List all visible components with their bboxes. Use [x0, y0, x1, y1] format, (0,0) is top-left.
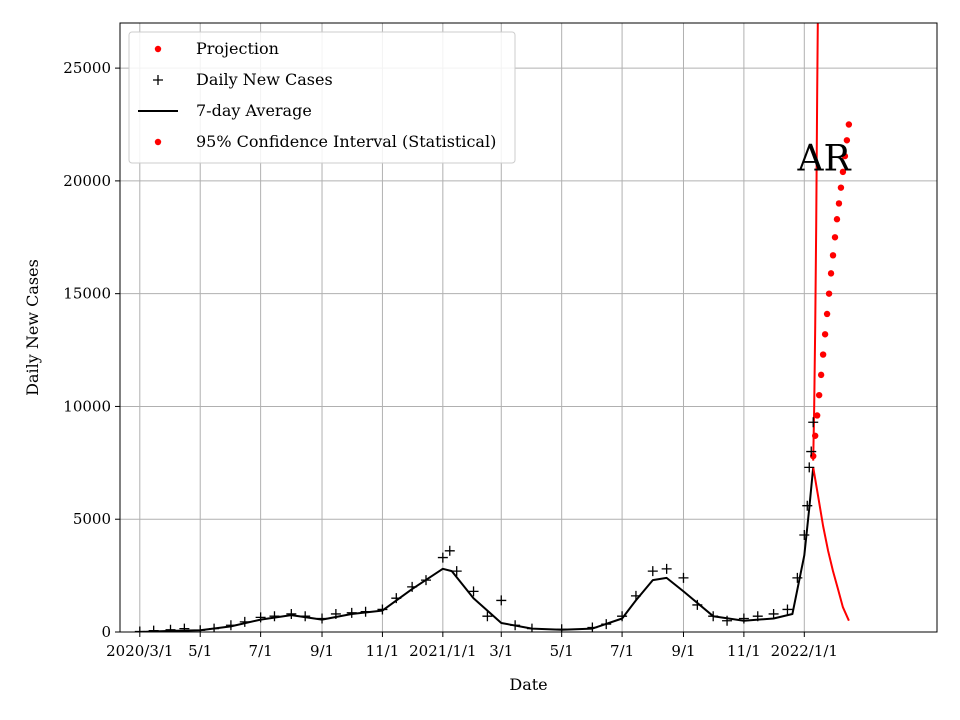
- daily-cases-point: [792, 572, 803, 583]
- x-tick-label: 2021/1/1: [409, 642, 476, 660]
- daily-cases-point: [360, 606, 371, 617]
- x-tick-label: 3/1: [489, 642, 513, 660]
- daily-cases-point: [601, 619, 612, 630]
- daily-cases-point: [407, 581, 418, 592]
- projection-point: [821, 331, 829, 338]
- projection-point: [825, 290, 833, 297]
- daily-cases-point: [444, 545, 455, 556]
- x-tick-label: 7/1: [249, 642, 273, 660]
- daily-cases-point: [692, 599, 703, 610]
- projection-point: [843, 137, 851, 144]
- x-tick-label: 9/1: [671, 642, 695, 660]
- projection-point: [813, 412, 821, 419]
- daily-cases-point: [451, 566, 462, 577]
- x-tick-label: 2020/3/1: [106, 642, 173, 660]
- projection-point: [831, 234, 839, 241]
- projection-point: [829, 252, 837, 259]
- daily-cases-point: [556, 624, 567, 632]
- daily-cases-point: [768, 608, 779, 619]
- projection-point: [827, 270, 835, 277]
- legend-label: 95% Confidence Interval (Statistical): [196, 132, 496, 151]
- legend-marker-point: [154, 45, 162, 53]
- legend-label: Daily New Cases: [196, 70, 333, 89]
- x-axis-label: Date: [509, 675, 547, 694]
- daily-cases-point: [808, 417, 819, 428]
- x-tick-label: 11/1: [727, 642, 761, 660]
- daily-cases-point: [722, 615, 733, 626]
- projection-point: [837, 184, 845, 191]
- daily-cases-point: [678, 572, 689, 583]
- legend-label: 7-day Average: [196, 101, 312, 120]
- projection-point: [819, 351, 827, 358]
- y-axis-label: Daily New Cases: [23, 259, 42, 396]
- x-tick-label: 7/1: [610, 642, 634, 660]
- x-tick-label: 9/1: [310, 642, 334, 660]
- daily-cases-point: [225, 620, 236, 631]
- daily-cases-point: [391, 593, 402, 604]
- projection-point: [835, 200, 843, 207]
- daily-cases-point: [255, 612, 266, 623]
- legend-label: Projection: [196, 39, 279, 58]
- daily-cases-point: [239, 616, 250, 627]
- daily-cases-point: [195, 625, 206, 632]
- daily-cases-point: [421, 575, 432, 586]
- legend: Projection Daily New Cases 7-day Average 95…: [128, 31, 516, 164]
- legend-marker-point: [154, 138, 162, 146]
- daily-cases-point: [587, 622, 598, 632]
- annotation-label: AR: [797, 138, 852, 179]
- daily-cases-point: [269, 611, 280, 622]
- daily-cases-point: [148, 625, 159, 632]
- daily-cases-point: [482, 611, 493, 622]
- daily-cases-point: [782, 604, 793, 615]
- projection-point: [817, 371, 825, 379]
- series-line: [812, 467, 850, 622]
- daily-cases-point: [617, 611, 628, 622]
- projection-point: [811, 432, 819, 439]
- daily-cases-point: [437, 552, 448, 563]
- projection-point: [839, 168, 847, 176]
- daily-cases-point: [330, 608, 341, 619]
- plot-frame: [119, 22, 938, 633]
- daily-cases-point: [647, 566, 658, 577]
- daily-cases-point: [317, 613, 328, 624]
- legend-box: [128, 31, 516, 164]
- daily-cases-point: [752, 611, 763, 622]
- daily-cases-point: [346, 607, 357, 618]
- daily-cases-point: [738, 613, 749, 624]
- daily-cases-point: [802, 500, 813, 511]
- daily-cases-point: [300, 611, 311, 622]
- x-tick-label: 5/1: [188, 642, 212, 660]
- x-tick-label: 11/1: [366, 642, 400, 660]
- x-tick-label: 2022/1/1: [771, 642, 838, 660]
- daily-cases-point: [468, 586, 479, 597]
- series-layer: [134, 23, 853, 632]
- daily-cases-point: [708, 611, 719, 622]
- y-tick-label: 10000: [63, 397, 111, 415]
- y-tick-label: 0: [101, 623, 111, 641]
- y-tick-label: 5000: [73, 510, 111, 528]
- daily-cases-point: [496, 595, 507, 606]
- daily-cases-point: [799, 530, 810, 541]
- daily-cases-point: [630, 590, 641, 601]
- y-tick-label: 25000: [63, 59, 111, 77]
- daily-cases-point: [377, 604, 388, 615]
- y-tick-label: 20000: [63, 172, 111, 190]
- x-tick-label: 5/1: [550, 642, 574, 660]
- projection-point: [841, 152, 849, 160]
- legend-marker-plus: [153, 75, 163, 85]
- daily-cases-point: [661, 563, 672, 574]
- projection-point: [823, 310, 831, 318]
- daily-cases-point: [804, 462, 815, 473]
- projection-point: [833, 216, 841, 223]
- daily-cases-point: [286, 608, 297, 619]
- daily-cases-point: [165, 624, 176, 632]
- ticks: 2020/3/1 5/1 7/1 9/1 11/1 2021/1/1 3/1 5/1 7/1 9/…: [63, 59, 838, 660]
- projection-point: [815, 391, 823, 399]
- daily-cases-point: [510, 620, 521, 631]
- daily-cases-point: [806, 446, 817, 457]
- y-tick-label: 15000: [63, 285, 111, 303]
- projection-point: [845, 121, 853, 128]
